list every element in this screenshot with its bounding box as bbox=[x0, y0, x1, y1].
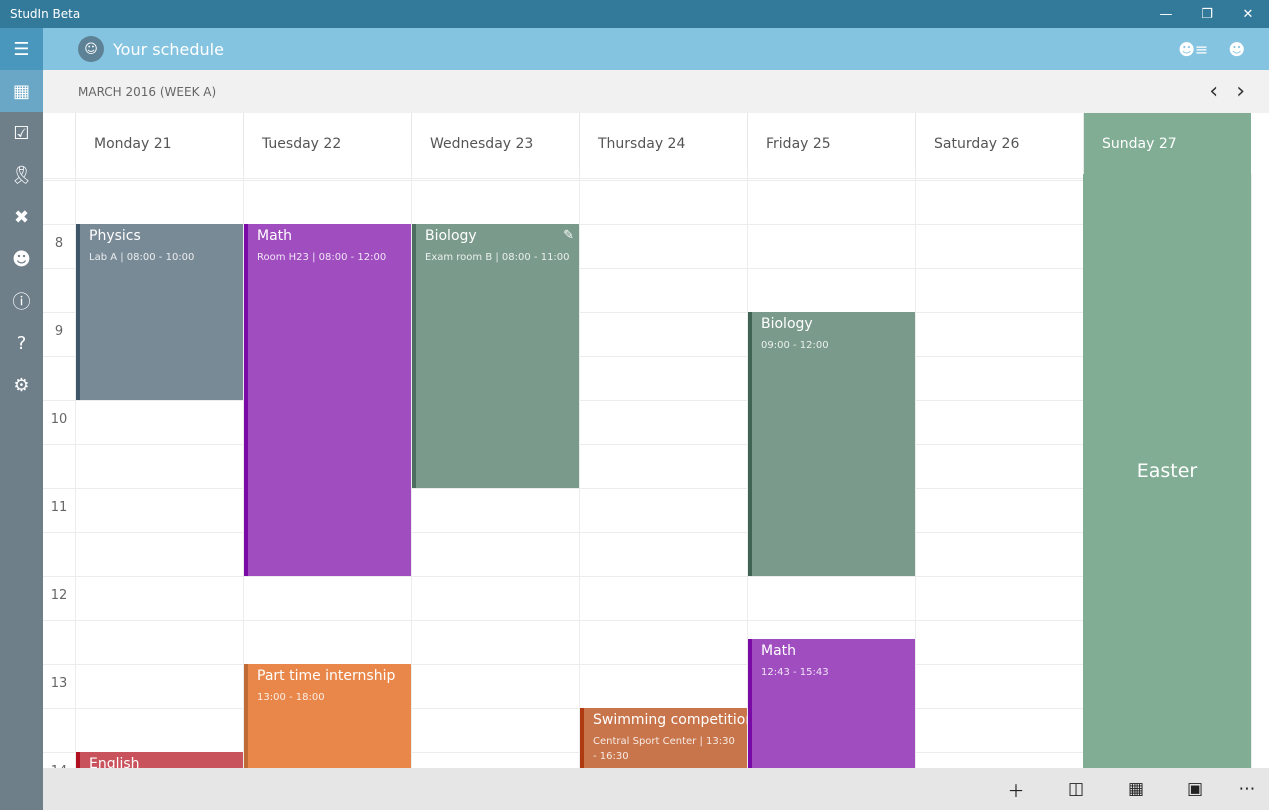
settings-icon[interactable]: ⚙ bbox=[13, 374, 30, 396]
day-header[interactable]: Sunday 27 bbox=[1083, 113, 1251, 174]
event-card[interactable]: English bbox=[76, 752, 243, 768]
grid-line bbox=[43, 180, 1251, 181]
sidebar: ☰ ▦ ☑ 🎗 ✖ ☻ ⓘ ? ⚙ bbox=[0, 28, 43, 810]
day-header[interactable]: Wednesday 23 bbox=[411, 113, 579, 174]
user-avatar-icon[interactable]: ☺ bbox=[78, 36, 104, 62]
grades-icon[interactable]: 🎗 bbox=[10, 164, 33, 186]
today-icon[interactable]: ▣ bbox=[1186, 779, 1204, 799]
column-divider bbox=[915, 174, 916, 768]
hour-label: 13 bbox=[50, 676, 68, 691]
day-header[interactable]: Monday 21 bbox=[75, 113, 243, 174]
grid-line bbox=[43, 488, 1251, 489]
app-title: StudIn Beta bbox=[10, 7, 81, 21]
hour-label: 9 bbox=[54, 324, 64, 339]
grid-line bbox=[43, 532, 1251, 533]
header: ☺ Your schedule ☻≡ ☻ bbox=[43, 28, 1269, 70]
calendar-icon[interactable]: ▦ bbox=[0, 70, 43, 112]
event-title: English bbox=[89, 756, 140, 768]
grid-line bbox=[43, 444, 1251, 445]
event-details: Central Sport Center | 13:30 - 16:30 bbox=[593, 736, 735, 762]
day-header[interactable]: Friday 25 bbox=[747, 113, 915, 174]
hour-label: 8 bbox=[54, 236, 64, 251]
hour-label: 12 bbox=[50, 588, 68, 603]
hour-label: 14 bbox=[43, 764, 75, 768]
grid-line bbox=[43, 356, 1251, 357]
period-label: MARCH 2016 (WEEK A) bbox=[78, 84, 217, 99]
teachers-icon[interactable]: ☻ bbox=[12, 248, 31, 270]
event-title: Math bbox=[761, 643, 797, 660]
event-details: 09:00 - 12:00 bbox=[761, 340, 829, 351]
profile-settings-icon[interactable]: ☻ bbox=[1228, 39, 1245, 59]
help-icon[interactable]: ? bbox=[16, 332, 27, 354]
grid-line bbox=[43, 620, 1251, 621]
day-header[interactable]: Saturday 26 bbox=[915, 113, 1083, 174]
grid-line bbox=[43, 576, 1251, 577]
tools-icon[interactable]: ✖ bbox=[13, 206, 30, 228]
page-title: Your schedule bbox=[113, 39, 224, 59]
info-icon[interactable]: ⓘ bbox=[12, 292, 31, 313]
event-card[interactable]: Biology 09:00 - 12:00 bbox=[748, 312, 915, 576]
more-icon[interactable]: ⋯ bbox=[1238, 779, 1256, 799]
grid-line bbox=[43, 268, 1251, 269]
two-day-view-icon[interactable]: ◫ bbox=[1067, 779, 1085, 799]
period-bar: MARCH 2016 (WEEK A) ‹ › bbox=[43, 70, 1269, 113]
minimize-button[interactable]: — bbox=[1159, 6, 1173, 22]
event-title: Biology bbox=[761, 316, 813, 332]
title-bar: StudIn Beta — ❐ ✕ bbox=[0, 0, 1269, 28]
grid-line bbox=[43, 224, 1251, 225]
event-card[interactable]: Biology Exam room B | 08:00 - 11:00 ✎ bbox=[412, 224, 579, 488]
close-button[interactable]: ✕ bbox=[1242, 6, 1254, 22]
event-card[interactable]: Physics Lab A | 08:00 - 10:00 bbox=[76, 224, 243, 400]
next-week-button[interactable]: › bbox=[1236, 79, 1245, 104]
event-title: Swimming competition bbox=[593, 712, 747, 728]
week-view-icon[interactable]: ▦ bbox=[1127, 779, 1145, 799]
hour-label: 10 bbox=[50, 412, 68, 427]
column-divider bbox=[1251, 174, 1252, 768]
command-bar: ＋ ◫ ▦ ▣ ⋯ bbox=[43, 768, 1269, 810]
column-divider bbox=[243, 174, 244, 768]
event-title: Biology bbox=[425, 228, 477, 244]
event-card[interactable]: Swimming competition Central Sport Center… bbox=[580, 708, 747, 768]
menu-icon[interactable]: ☰ bbox=[0, 28, 43, 70]
profile-list-icon[interactable]: ☻≡ bbox=[1178, 39, 1209, 59]
all-day-event[interactable]: Easter bbox=[1083, 174, 1251, 768]
grid-line bbox=[43, 178, 1251, 179]
add-icon[interactable]: ＋ bbox=[1007, 781, 1025, 802]
grid-line bbox=[43, 400, 1251, 401]
tasks-icon[interactable]: ☑ bbox=[13, 122, 30, 144]
day-header[interactable]: Tuesday 22 bbox=[243, 113, 411, 174]
grid-line bbox=[43, 664, 1251, 665]
event-card[interactable]: Math Room H23 | 08:00 - 12:00 bbox=[244, 224, 411, 576]
event-title: Physics bbox=[89, 228, 141, 244]
event-details: Exam room B | 08:00 - 11:00 bbox=[425, 252, 570, 263]
event-details: 13:00 - 18:00 bbox=[257, 692, 325, 703]
event-details: Lab A | 08:00 - 10:00 bbox=[89, 252, 195, 263]
grid-line bbox=[43, 312, 1251, 313]
column-divider bbox=[579, 174, 580, 768]
column-divider bbox=[411, 174, 412, 768]
hour-label: 11 bbox=[50, 500, 68, 515]
event-card[interactable]: Part time internship 13:00 - 18:00 bbox=[244, 664, 411, 768]
event-title: Part time internship bbox=[257, 668, 396, 684]
restore-button[interactable]: ❐ bbox=[1201, 6, 1213, 22]
event-details: Room H23 | 08:00 - 12:00 bbox=[257, 252, 387, 263]
edit-icon[interactable]: ✎ bbox=[563, 228, 574, 243]
previous-week-button[interactable]: ‹ bbox=[1209, 79, 1219, 104]
column-divider bbox=[75, 174, 76, 768]
day-header[interactable]: Thursday 24 bbox=[579, 113, 747, 174]
event-card[interactable]: Math 12:43 - 15:43 bbox=[748, 639, 915, 768]
event-title: Math bbox=[257, 228, 293, 244]
event-title: Easter bbox=[1136, 460, 1198, 482]
schedule-grid: Monday 21 Tuesday 22 Wednesday 23 Thursday … bbox=[43, 113, 1269, 768]
event-details: 12:43 - 15:43 bbox=[761, 667, 829, 679]
column-divider bbox=[747, 174, 748, 768]
